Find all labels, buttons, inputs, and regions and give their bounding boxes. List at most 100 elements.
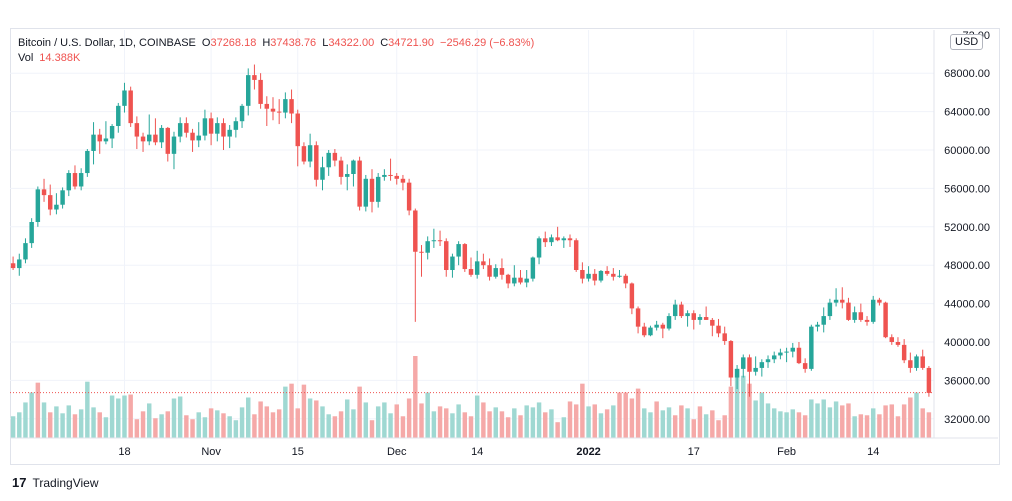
price-axis-label: 40000.00 (944, 337, 990, 349)
candle-body (314, 145, 319, 180)
volume-bar (759, 392, 765, 438)
volume-bar (239, 407, 245, 438)
high-label: H (262, 37, 271, 49)
volume-bar (468, 416, 474, 438)
candle-body (611, 273, 616, 277)
symbol-label[interactable]: Bitcoin / U.S. Dollar, 1D, COINBASE (18, 37, 196, 49)
candle-body (456, 244, 461, 257)
candle-body (549, 237, 554, 243)
price-axis-label: 44000.00 (944, 299, 990, 311)
tradingview-logo-icon: 17 (12, 475, 27, 490)
volume-bar (276, 409, 282, 438)
candle-body (388, 174, 393, 176)
candle-body (233, 121, 239, 130)
candle-body (635, 308, 641, 327)
candle-body (499, 268, 505, 275)
candle-body (202, 118, 208, 136)
volume-bar (153, 418, 158, 438)
candlestick-chart[interactable]: 32000.00 36000.00 40000.00 44000.00 48000.00… (0, 0, 1012, 470)
candle-body (648, 327, 653, 336)
volume-bar (202, 417, 208, 438)
candle-body (840, 299, 845, 303)
candle-body (771, 355, 777, 360)
volume-bar (221, 413, 226, 438)
volume-bar (357, 386, 362, 438)
time-axis-label: 15 (292, 446, 304, 458)
candle-body (246, 75, 251, 106)
candle-body (400, 178, 406, 183)
candle-body (852, 312, 857, 320)
candle-body (17, 259, 22, 269)
candle-body (23, 243, 28, 260)
volume-bar (809, 399, 814, 438)
candle-body (765, 359, 771, 363)
candle-body (419, 251, 424, 253)
volume-bar (895, 416, 901, 438)
volume-bar (190, 419, 195, 438)
candle-body (703, 317, 709, 320)
volume-bar (555, 422, 560, 438)
candle-body (264, 103, 270, 109)
candle-body (846, 302, 851, 320)
volume-bar (54, 406, 59, 438)
candle-body (78, 173, 84, 187)
volume-bar (332, 416, 338, 438)
volume-bar (184, 415, 189, 438)
candle-body (920, 356, 925, 368)
volume-bar (375, 406, 381, 438)
candle-body (177, 123, 183, 137)
volume-bar (877, 414, 882, 438)
time-axis-label: Dec (387, 446, 407, 458)
volume-bar (35, 382, 41, 438)
candle-body (326, 152, 331, 168)
candle-body (363, 178, 369, 207)
volume-bar (363, 402, 369, 438)
candle-body (153, 134, 158, 143)
candle-body (47, 195, 53, 210)
candle-body (184, 123, 189, 133)
candle-body (140, 136, 146, 142)
candle-body (821, 316, 826, 325)
volume-bar (419, 403, 424, 438)
volume-bar (722, 415, 727, 438)
low-label: L (322, 37, 329, 49)
volume-bar (307, 398, 313, 438)
volume-bar (382, 402, 387, 438)
candle-body (221, 123, 226, 137)
volume-bar (771, 408, 777, 438)
candle-body (369, 178, 375, 202)
candle-body (122, 90, 127, 106)
time-axis-label: 14 (471, 446, 483, 458)
price-axis-label: 68000.00 (944, 68, 990, 80)
candle-body (493, 268, 498, 277)
candle-body (672, 304, 678, 317)
volume-bar (413, 356, 418, 438)
volume-bar (697, 406, 703, 438)
time-axis-label: 2022 (576, 446, 600, 458)
candle-body (908, 360, 913, 368)
candle-body (171, 136, 177, 154)
volume-bar (406, 398, 412, 438)
volume-bar (691, 419, 696, 438)
candle-body (406, 182, 412, 211)
candle-body (573, 240, 579, 270)
volume-bar (246, 397, 251, 438)
candle-body (827, 302, 833, 317)
candle-body (196, 135, 201, 141)
volume-bar (66, 405, 72, 438)
candle-body (468, 269, 474, 275)
volume-bar (561, 417, 567, 438)
candle-body (35, 189, 41, 222)
candle-body (345, 174, 350, 177)
volume-bar (858, 414, 864, 438)
volume-bar (549, 409, 554, 438)
candle-body (617, 275, 622, 277)
candle-body (666, 316, 672, 329)
candle-body (97, 134, 102, 142)
candle-body (512, 277, 517, 284)
tradingview-branding[interactable]: 17 TradingView (12, 475, 99, 490)
candle-body (190, 132, 195, 141)
currency-badge[interactable]: USD (950, 34, 984, 50)
volume-bar (165, 411, 171, 438)
candle-body (790, 347, 795, 352)
